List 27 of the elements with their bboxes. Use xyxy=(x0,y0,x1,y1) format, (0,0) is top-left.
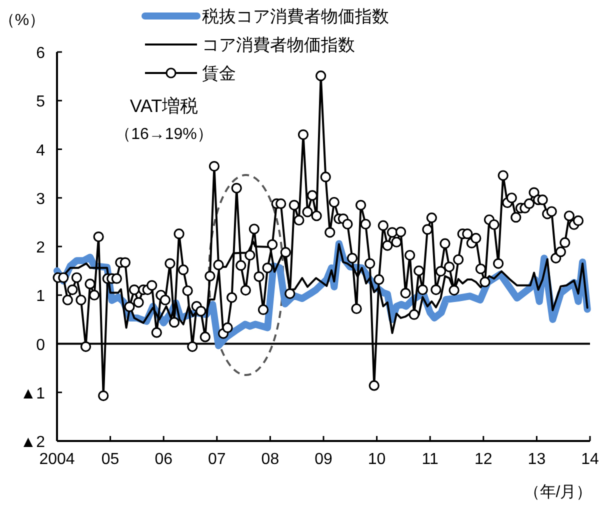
x-tick-label: 11 xyxy=(422,451,439,468)
legend-label: コア消費者物価指数 xyxy=(202,36,355,54)
annotation: （16→19%） xyxy=(115,126,213,143)
x-tick-label: 08 xyxy=(261,451,280,468)
y-tick-label: 2 xyxy=(36,240,46,256)
y-tick-label: ▲2 xyxy=(20,434,46,451)
y-tick-label: 6 xyxy=(36,45,46,62)
x-tick-label: 07 xyxy=(208,451,226,468)
y-tick-label: 1 xyxy=(36,288,46,306)
x-tick-label: 14 xyxy=(581,451,599,468)
x-tick-label: 2004 xyxy=(39,451,75,468)
x-tick-label: 12 xyxy=(474,451,492,468)
legend-label: 賃金 xyxy=(202,64,236,83)
x-axis-title: （年/月） xyxy=(524,484,592,501)
y-tick-label: ▲1 xyxy=(20,385,46,402)
y-tick-label: 0 xyxy=(36,336,46,354)
annotation: VAT増税 xyxy=(130,96,198,116)
x-tick-label: 13 xyxy=(528,451,546,468)
x-tick-label: 10 xyxy=(368,451,386,468)
y-axis-title: （%） xyxy=(0,12,46,29)
x-tick-label: 09 xyxy=(314,451,332,468)
x-tick-label: 05 xyxy=(101,451,120,468)
legend-label: 税抜コア消費者物価指数 xyxy=(202,7,389,26)
x-tick-label: 06 xyxy=(154,451,173,468)
y-tick-label: 4 xyxy=(36,142,46,160)
y-tick-label: 5 xyxy=(36,94,46,111)
y-tick-label: 3 xyxy=(36,190,46,208)
